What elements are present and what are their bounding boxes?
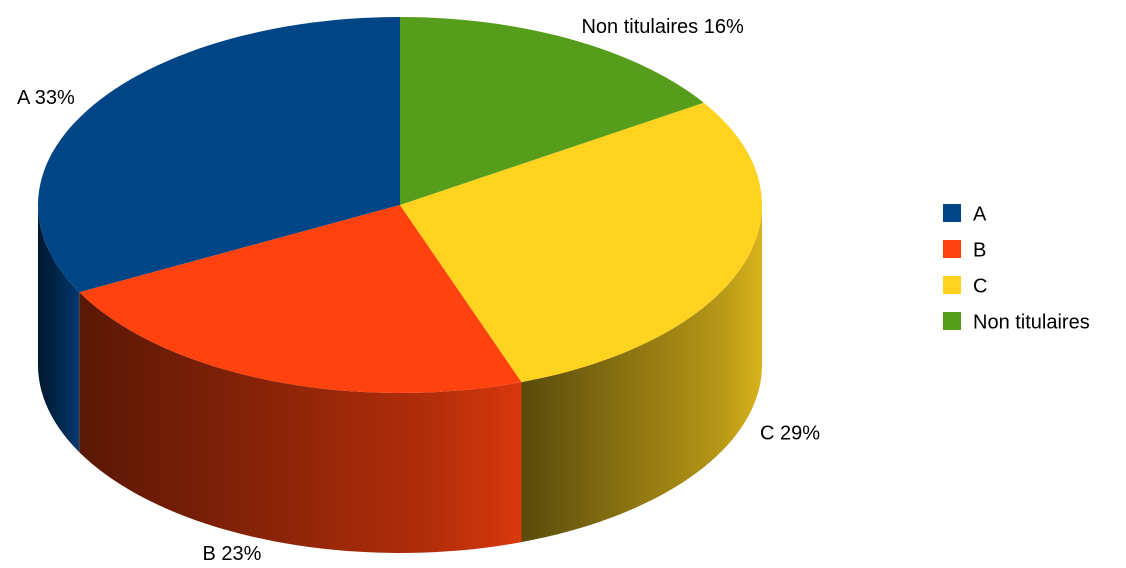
data-label: C 29% — [760, 423, 820, 445]
legend-swatch — [943, 276, 961, 294]
data-label: Non titulaires 16% — [581, 16, 744, 38]
slice — [400, 102, 762, 383]
legend-swatch — [943, 204, 961, 222]
data-label: A 33% — [17, 87, 75, 109]
slice — [38, 17, 400, 293]
data-label: B 23% — [202, 543, 261, 565]
slice — [79, 205, 522, 393]
legend-label: A — [973, 203, 987, 225]
slice-side — [79, 292, 522, 553]
slice — [400, 17, 704, 205]
slice-side — [38, 205, 80, 453]
slice-side — [521, 205, 762, 543]
legend-label: Non titulaires — [973, 311, 1090, 333]
legend-label: C — [973, 275, 987, 297]
legend-swatch — [943, 312, 961, 330]
legend-swatch — [943, 240, 961, 258]
legend-label: B — [973, 239, 986, 261]
